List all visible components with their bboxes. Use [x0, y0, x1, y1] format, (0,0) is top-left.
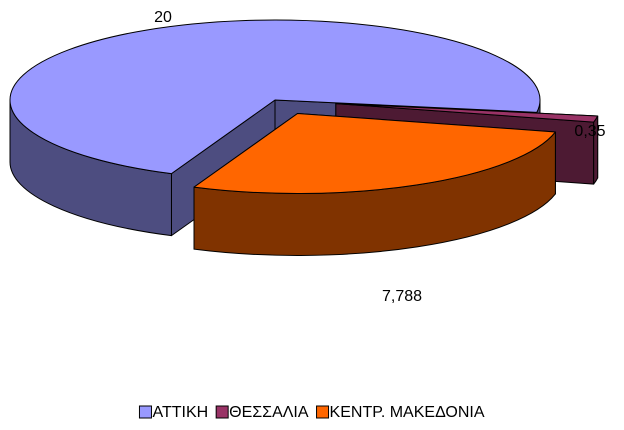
slice	[9, 19, 541, 175]
slice	[193, 112, 556, 256]
legend-swatch	[215, 405, 229, 419]
slice	[193, 112, 556, 194]
legend: ΑΤΤΙΚΗ ΘΕΣΣΑΛΙΑ ΚΕΝΤΡ. ΜΑΚΕΔΟΝΙΑ	[138, 404, 485, 421]
data-label: 0,35	[574, 123, 605, 140]
legend-label: ΘΕΣΣΑΛΙΑ	[229, 404, 309, 421]
legend-swatch	[138, 405, 152, 419]
legend-label: ΚΕΝΤΡ. ΜΑΚΕΔΟΝΙΑ	[330, 404, 485, 421]
legend-label: ΑΤΤΙΚΗ	[152, 404, 208, 421]
data-label: 20	[154, 9, 172, 26]
data-label: 7,788	[382, 288, 422, 305]
slice	[335, 103, 599, 123]
legend-swatch	[316, 405, 330, 419]
